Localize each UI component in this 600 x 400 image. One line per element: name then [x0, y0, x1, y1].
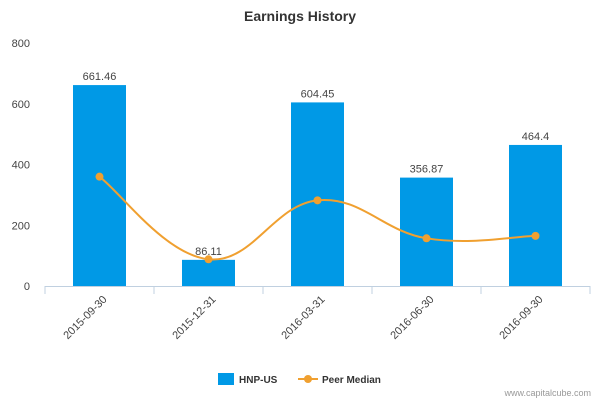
y-axis: 0 200 400 600 800: [12, 38, 30, 293]
bar-data-label: 604.45: [301, 88, 335, 100]
peer-median-point: [313, 196, 322, 205]
bar-data-label: 661.46: [83, 71, 117, 83]
credit-text: www.capitalcube.com: [503, 388, 591, 398]
y-tick-label: 600: [12, 99, 30, 111]
bar: [509, 144, 562, 286]
bar: [182, 259, 235, 286]
x-tick-label: 2015-12-31: [170, 294, 218, 342]
legend-label-peer-median: Peer Median: [322, 375, 381, 386]
peer-median-point: [531, 231, 540, 240]
peer-median-point: [95, 172, 104, 181]
bar: [291, 102, 344, 286]
peer-median-point: [422, 234, 431, 243]
bar: [73, 85, 126, 286]
x-tick-label: 2016-06-30: [388, 294, 436, 342]
bar-series: [73, 85, 562, 286]
legend: HNP-US Peer Median: [218, 373, 381, 386]
peer-median-point: [204, 255, 213, 264]
peer-median-series: [95, 172, 540, 264]
x-tick-label: 2015-09-30: [61, 294, 109, 342]
x-tick-label: 2016-09-30: [497, 294, 545, 342]
legend-label-hnp-us: HNP-US: [239, 375, 278, 386]
legend-swatch-hnp-us: [218, 373, 234, 385]
legend-marker-peer-median: [304, 375, 312, 383]
bar-data-label: 464.4: [522, 131, 550, 143]
y-tick-label: 400: [12, 160, 30, 172]
bar-data-label: 356.87: [410, 164, 444, 176]
y-tick-label: 800: [12, 38, 30, 50]
x-tick-label: 2016-03-31: [279, 294, 327, 342]
bar-data-label: 86.11: [195, 246, 222, 258]
y-tick-label: 200: [12, 220, 30, 232]
y-tick-label: 0: [24, 281, 30, 293]
x-axis: 2015-09-30 2015-12-31 2016-03-31 2016-06-30…: [44, 286, 591, 342]
peer-median-line: [98, 175, 536, 261]
bar-data-labels: 661.46 86.11 604.45 356.87 464.4: [83, 71, 550, 258]
bar: [400, 177, 453, 286]
chart-title: Earnings History: [244, 8, 356, 24]
